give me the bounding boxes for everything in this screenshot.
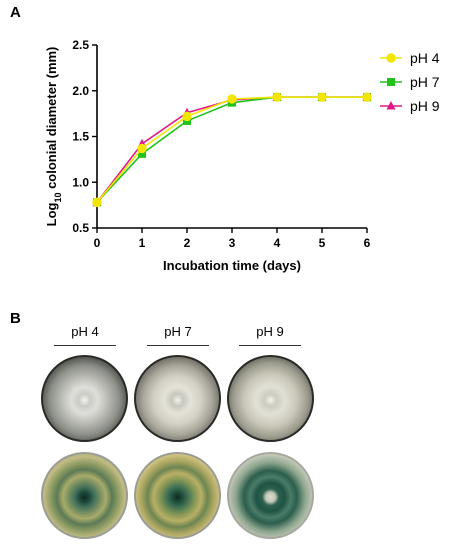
series-line-ph9 [96,96,367,203]
data-point-ph4 [272,92,282,102]
legend-label: pH 4 [410,50,440,66]
y-tick-label: 2.5 [72,38,89,52]
y-tick-label: 0.5 [72,221,89,235]
data-point-ph4 [92,197,102,208]
y-tick-label: 1.5 [72,130,89,144]
plate-rule-ph9 [239,345,301,346]
legend-marker [387,78,395,86]
plate-label-ph4: pH 4 [71,324,99,339]
plate-ph4-reverse [41,452,128,539]
legend-label: pH 7 [410,74,440,90]
data-point-ph4 [182,111,192,122]
x-tick-label: 3 [229,236,236,250]
data-point-ph7 [138,149,146,158]
plate-ph9-front [227,355,314,442]
plate-label-ph7: pH 7 [164,324,192,339]
plate-rule-ph7 [147,345,209,346]
x-axis-title: Incubation time (days) [163,258,301,273]
panel-b-letter: B [10,310,21,327]
x-tick-label: 4 [274,236,281,250]
y-axis-title: Log10 colonial diameter (mm) [44,47,63,227]
panel-a-letter: A [10,4,21,21]
plate-ph9-reverse [227,452,314,539]
x-tick-label: 1 [139,236,146,250]
plate-ph7-front [134,355,221,442]
data-point-ph4 [317,92,327,102]
x-tick-label: 6 [364,236,371,250]
x-tick-label: 0 [94,236,101,250]
legend-label: pH 9 [410,98,440,114]
y-tick-label: 1.0 [72,175,89,189]
plate-label-ph9: pH 9 [256,324,284,339]
growth-line-chart: 0.5 1.0 1.5 2.0 2.5 0 1 2 3 4 5 6 Incubation time (d… [44,38,440,273]
x-tick-label: 2 [184,236,191,250]
data-point-ph4 [362,92,372,102]
y-tick-label: 2.0 [72,84,89,98]
plate-ph7-reverse [134,452,221,539]
data-point-ph4 [227,94,237,104]
data-point-ph4 [137,143,147,154]
legend-marker [386,53,396,63]
x-tick-label: 5 [319,236,326,250]
legend-marker [386,101,396,110]
plate-rule-ph4 [54,345,116,346]
plate-ph4-front [41,355,128,442]
